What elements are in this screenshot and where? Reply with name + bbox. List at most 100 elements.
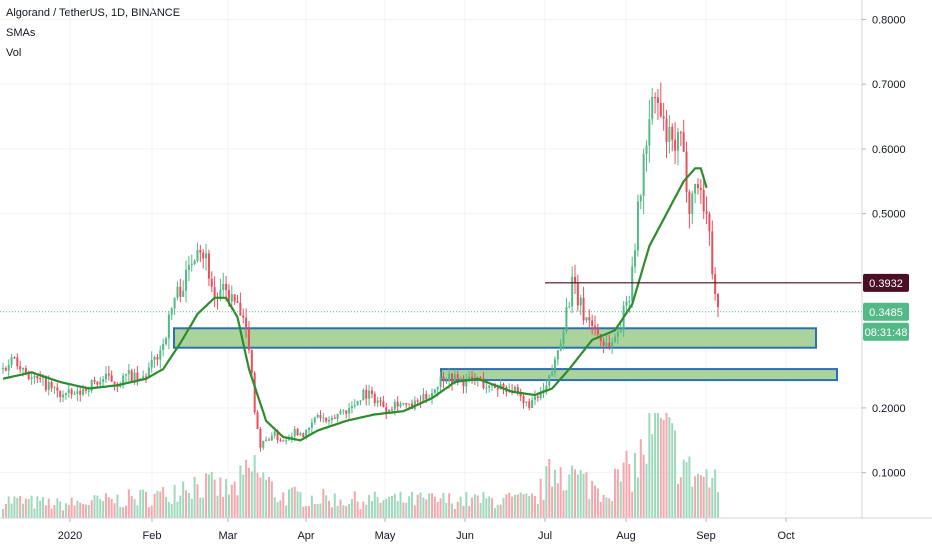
volume-bar bbox=[390, 495, 393, 518]
candle-body bbox=[462, 378, 465, 387]
support-zones[interactable] bbox=[173, 327, 838, 382]
volume-bar bbox=[110, 498, 113, 518]
sma-indicator-label[interactable]: SMAs bbox=[6, 27, 36, 39]
volume-bar bbox=[662, 419, 665, 518]
volume-bar bbox=[87, 504, 90, 518]
volume-bar bbox=[639, 439, 642, 518]
volume-bar bbox=[339, 499, 342, 518]
candle-body bbox=[336, 413, 339, 419]
volume-bar bbox=[313, 504, 316, 518]
sma-line bbox=[2, 167, 708, 442]
price-axis-tick: 0.5000 bbox=[872, 209, 906, 221]
volume-bar bbox=[159, 491, 162, 518]
volume-bar bbox=[236, 495, 239, 518]
volume-bar bbox=[2, 508, 4, 518]
volume-bar bbox=[419, 492, 422, 518]
volume-bar bbox=[385, 498, 388, 518]
volume-bar bbox=[528, 495, 531, 518]
volume-bar bbox=[247, 467, 250, 518]
volume-bar bbox=[396, 501, 399, 518]
candle-body bbox=[574, 276, 576, 284]
price-axis-tick: 0.8000 bbox=[872, 14, 906, 26]
candle-body bbox=[285, 440, 288, 442]
candle-body bbox=[165, 338, 168, 344]
candle-body bbox=[708, 213, 711, 232]
candle-body bbox=[67, 389, 70, 393]
candle-body bbox=[516, 386, 519, 393]
candle-body bbox=[662, 116, 665, 119]
volume-bar bbox=[442, 492, 445, 518]
volume-bar bbox=[522, 494, 525, 518]
candle-body bbox=[602, 341, 605, 346]
volume-bar bbox=[113, 503, 116, 518]
candle-body bbox=[342, 410, 345, 412]
volume-bar bbox=[145, 491, 147, 518]
candle-body bbox=[348, 408, 351, 414]
price-axis[interactable]: 0.8000 0.7000 0.6000 0.5000 0.2000 0.1000 bbox=[862, 14, 906, 480]
candle-body bbox=[16, 357, 19, 367]
volume-bar bbox=[167, 501, 170, 518]
candle-body bbox=[282, 440, 285, 442]
candle-body bbox=[227, 290, 230, 302]
volume-bar bbox=[359, 508, 362, 518]
volume-bar bbox=[645, 463, 648, 518]
volume-bar bbox=[416, 494, 419, 518]
volume-bar bbox=[651, 434, 654, 518]
volume-bar bbox=[493, 508, 496, 518]
volume-bar bbox=[511, 496, 514, 518]
candle-body bbox=[582, 297, 585, 321]
volume-bar bbox=[79, 502, 82, 518]
support-zone[interactable] bbox=[173, 327, 817, 349]
volume-indicator-label[interactable]: Vol bbox=[6, 47, 22, 59]
volume-bar bbox=[267, 476, 270, 518]
volume-bar bbox=[353, 491, 356, 518]
volume-bar bbox=[433, 496, 436, 518]
volume-bar bbox=[679, 477, 682, 518]
volume-bar bbox=[428, 493, 431, 518]
candle-body bbox=[536, 396, 539, 399]
volume-bar bbox=[13, 496, 16, 518]
volume-bar bbox=[671, 423, 674, 518]
volume-bar bbox=[130, 496, 133, 518]
candle-body bbox=[53, 387, 56, 389]
time-axis[interactable]: 2020 Feb Mar Apr May Jun Jul Aug Sep Oct bbox=[58, 518, 795, 542]
candle-body bbox=[288, 439, 290, 441]
candle-body bbox=[382, 401, 385, 408]
volume-bar bbox=[659, 417, 662, 518]
volume-bar bbox=[24, 498, 27, 518]
volume-bar bbox=[631, 491, 634, 518]
candle-body bbox=[531, 399, 534, 408]
volume-bar bbox=[456, 501, 459, 518]
candle-body bbox=[39, 378, 42, 380]
volume-bar bbox=[76, 500, 79, 518]
volume-bar bbox=[674, 430, 677, 518]
candle-body bbox=[585, 317, 588, 321]
candle-body bbox=[330, 417, 333, 420]
candle-body bbox=[207, 253, 210, 279]
candle-body bbox=[442, 376, 445, 382]
volume-bar bbox=[696, 473, 699, 518]
volume-bar bbox=[468, 505, 471, 518]
time-axis-tick: Aug bbox=[616, 530, 636, 542]
volume-bar bbox=[282, 492, 285, 518]
candle-body bbox=[456, 374, 459, 380]
support-zone[interactable] bbox=[440, 368, 838, 382]
volume-bar bbox=[399, 491, 402, 518]
candle-body bbox=[313, 417, 316, 423]
candle-body bbox=[368, 390, 371, 399]
candle-body bbox=[205, 253, 208, 259]
candle-body bbox=[539, 392, 542, 399]
volume-bar bbox=[136, 505, 139, 518]
volume-bar bbox=[491, 498, 494, 518]
volume-bar bbox=[548, 459, 551, 518]
candle-body bbox=[87, 390, 90, 392]
price-tags: 0.3932 0.3485 08:31:48 bbox=[863, 273, 909, 341]
volume-bar bbox=[67, 504, 70, 518]
candle-body bbox=[96, 381, 99, 385]
candle-body bbox=[319, 414, 322, 418]
volume-bar bbox=[187, 492, 190, 518]
volume-bar bbox=[233, 481, 236, 518]
candle-body bbox=[665, 118, 668, 142]
candle-body bbox=[210, 278, 213, 287]
